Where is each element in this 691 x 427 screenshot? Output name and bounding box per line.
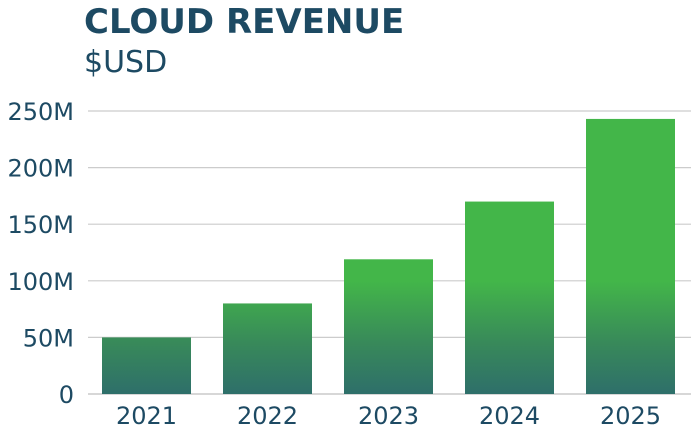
bar-2021: [102, 337, 191, 394]
y-tick-label: 50M: [23, 324, 74, 352]
x-tick-label: 2022: [237, 402, 298, 427]
chart-subtitle: $USD: [84, 45, 168, 80]
x-tick-label: 2023: [358, 402, 419, 427]
bar-2023: [344, 259, 433, 394]
x-tick-label: 2021: [116, 402, 177, 427]
y-tick-labels: 0 50M 100M 150M 200M 250M: [7, 98, 74, 409]
x-tick-labels: 2021 2022 2023 2024 2025: [116, 402, 661, 427]
y-tick-label: 150M: [7, 211, 74, 239]
x-tick-label: 2025: [600, 402, 661, 427]
y-tick-label: 250M: [7, 98, 74, 126]
chart-title: CLOUD REVENUE: [84, 2, 405, 42]
bar-2024: [465, 201, 554, 394]
y-tick-label: 200M: [7, 155, 74, 183]
bar-2022: [223, 303, 312, 394]
x-tick-label: 2024: [479, 402, 540, 427]
y-tick-label: 100M: [7, 268, 74, 296]
bar-2025: [586, 118, 675, 394]
bars: [102, 118, 675, 394]
y-tick-label: 0: [59, 381, 74, 409]
